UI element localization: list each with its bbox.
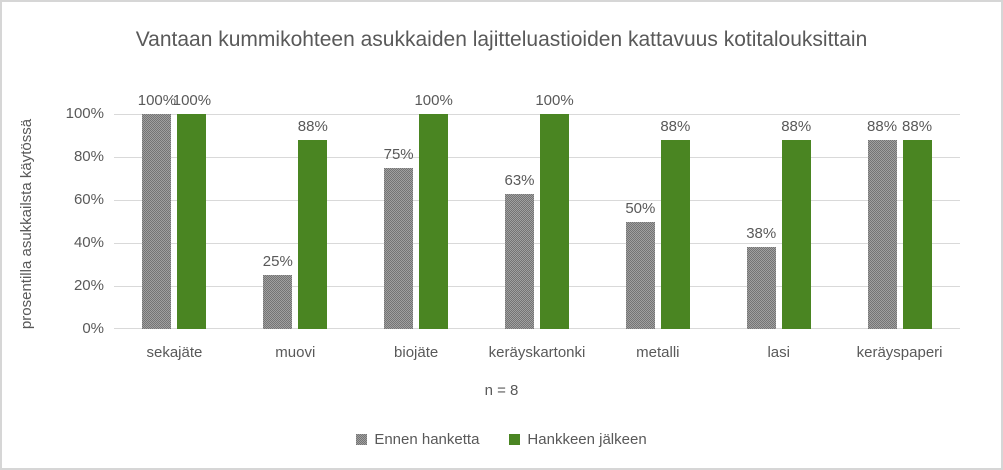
category-axis: sekajäte muovi biojäte keräyskartonki metall…: [114, 344, 960, 364]
category-label: sekajäte: [146, 344, 203, 361]
legend-swatch-green: [509, 434, 521, 445]
y-tick-label: 80%: [73, 148, 104, 165]
bar-data-label: 88%: [867, 117, 898, 135]
gridline: [114, 328, 960, 329]
bar-data-label: 75%: [383, 145, 414, 163]
legend-label-hankkeen-jalkeen: Hankkeen jälkeen: [527, 431, 647, 448]
legend-label-ennen-hanketta: Ennen hanketta: [374, 431, 480, 448]
bar: [540, 114, 569, 329]
bar-data-label: 100%: [414, 92, 453, 109]
bar: [746, 247, 776, 329]
category-label: keräyskartonki: [488, 344, 586, 361]
y-tick-label: 60%: [73, 191, 104, 208]
bar-data-label: 63%: [504, 171, 535, 189]
bar: [660, 139, 690, 329]
bar: [625, 221, 655, 329]
bar: [902, 139, 932, 329]
legend-item-hankkeen-jalkeen: Hankkeen jälkeen: [509, 431, 647, 448]
bar-data-label: 38%: [746, 225, 777, 243]
bar-data-label: 100%: [137, 92, 177, 109]
category-label: biojäte: [394, 344, 439, 361]
bar: [781, 139, 811, 329]
bar: [298, 139, 328, 329]
bar-data-label: 88%: [660, 117, 691, 135]
bar: [419, 114, 449, 329]
y-axis-title: prosentilla asukkailsta käytössä: [18, 118, 35, 330]
y-tick-label: 40%: [73, 234, 104, 251]
bar: [384, 167, 414, 329]
bar-data-label: 100%: [535, 92, 574, 109]
legend: Ennen hanketta Hankkeen jälkeen: [2, 431, 1001, 448]
bar-data-label: 50%: [625, 199, 656, 217]
bar-data-label: 25%: [262, 253, 293, 271]
chart-title: Vantaan kummikohteen asukkaiden lajittel…: [135, 28, 868, 51]
legend-item-ennen-hanketta: Ennen hanketta: [356, 431, 479, 448]
bar-data-label: 88%: [297, 117, 328, 135]
x-axis-title: n = 8: [484, 382, 519, 399]
gridline: [114, 114, 960, 115]
plot-area: 0% 20% 40% 60% 80% 100% 100% 100% 25% 88% 75% 100%…: [66, 92, 960, 337]
y-tick-label: 100%: [65, 105, 104, 122]
y-tick-label: 0%: [82, 320, 104, 337]
bar: [263, 275, 293, 329]
gridline: [114, 157, 960, 158]
bar: [177, 114, 207, 329]
category-label: metalli: [636, 344, 680, 361]
bar: [505, 193, 534, 329]
legend-swatch-gray-pattern: [356, 434, 368, 445]
bar: [142, 114, 172, 329]
gridline: [114, 286, 960, 287]
gridline: [114, 200, 960, 201]
category-label: lasi: [767, 344, 790, 361]
category-label: keräyspaperi: [856, 344, 943, 361]
bar-data-label: 100%: [172, 92, 212, 109]
y-tick-label: 20%: [73, 277, 104, 294]
category-label: muovi: [275, 344, 316, 361]
bar-data-label: 88%: [902, 117, 933, 135]
bar: [867, 139, 897, 329]
bar-data-label: 88%: [781, 117, 812, 135]
gridline: [114, 243, 960, 244]
